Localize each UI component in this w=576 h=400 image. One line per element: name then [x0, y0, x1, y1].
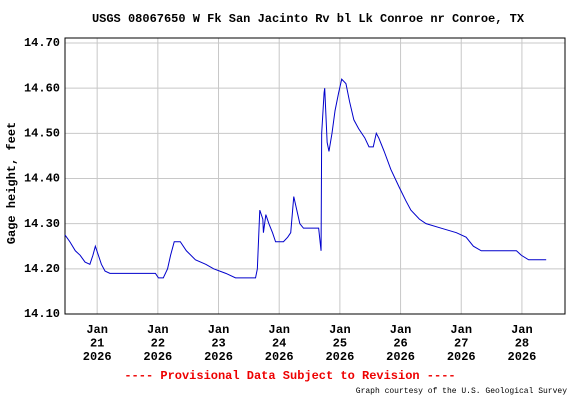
x-tick-label: Jan 25 2026 — [325, 323, 354, 364]
y-tick-label: 14.40 — [24, 172, 60, 186]
y-tick-label: 14.60 — [24, 81, 60, 95]
x-tick-label: Jan 22 2026 — [143, 323, 172, 364]
x-tick-label: Jan 24 2026 — [265, 323, 294, 364]
chart-title: USGS 08067650 W Fk San Jacinto Rv bl Lk … — [92, 12, 525, 26]
credit: Graph courtesy of the U.S. Geological Su… — [356, 387, 567, 396]
y-axis-label: Gage height, feet — [5, 122, 19, 244]
plot-frame — [64, 37, 566, 315]
y-tick-label: 14.20 — [24, 262, 60, 276]
provisional-notice: ---- Provisional Data Subject to Revisio… — [124, 369, 455, 383]
x-tick-label: Jan 28 2026 — [508, 323, 537, 364]
y-tick-label: 14.10 — [24, 307, 60, 321]
y-tick-label: 14.30 — [24, 217, 60, 231]
data-line — [64, 78, 547, 279]
x-tick-label: Jan 21 2026 — [83, 323, 112, 364]
y-tick-label: 14.70 — [24, 36, 60, 50]
x-tick-label: Jan 26 2026 — [386, 323, 415, 364]
y-tick-label: 14.50 — [24, 126, 60, 140]
x-tick-label: Jan 23 2026 — [204, 323, 233, 364]
x-tick-label: Jan 27 2026 — [447, 323, 476, 364]
